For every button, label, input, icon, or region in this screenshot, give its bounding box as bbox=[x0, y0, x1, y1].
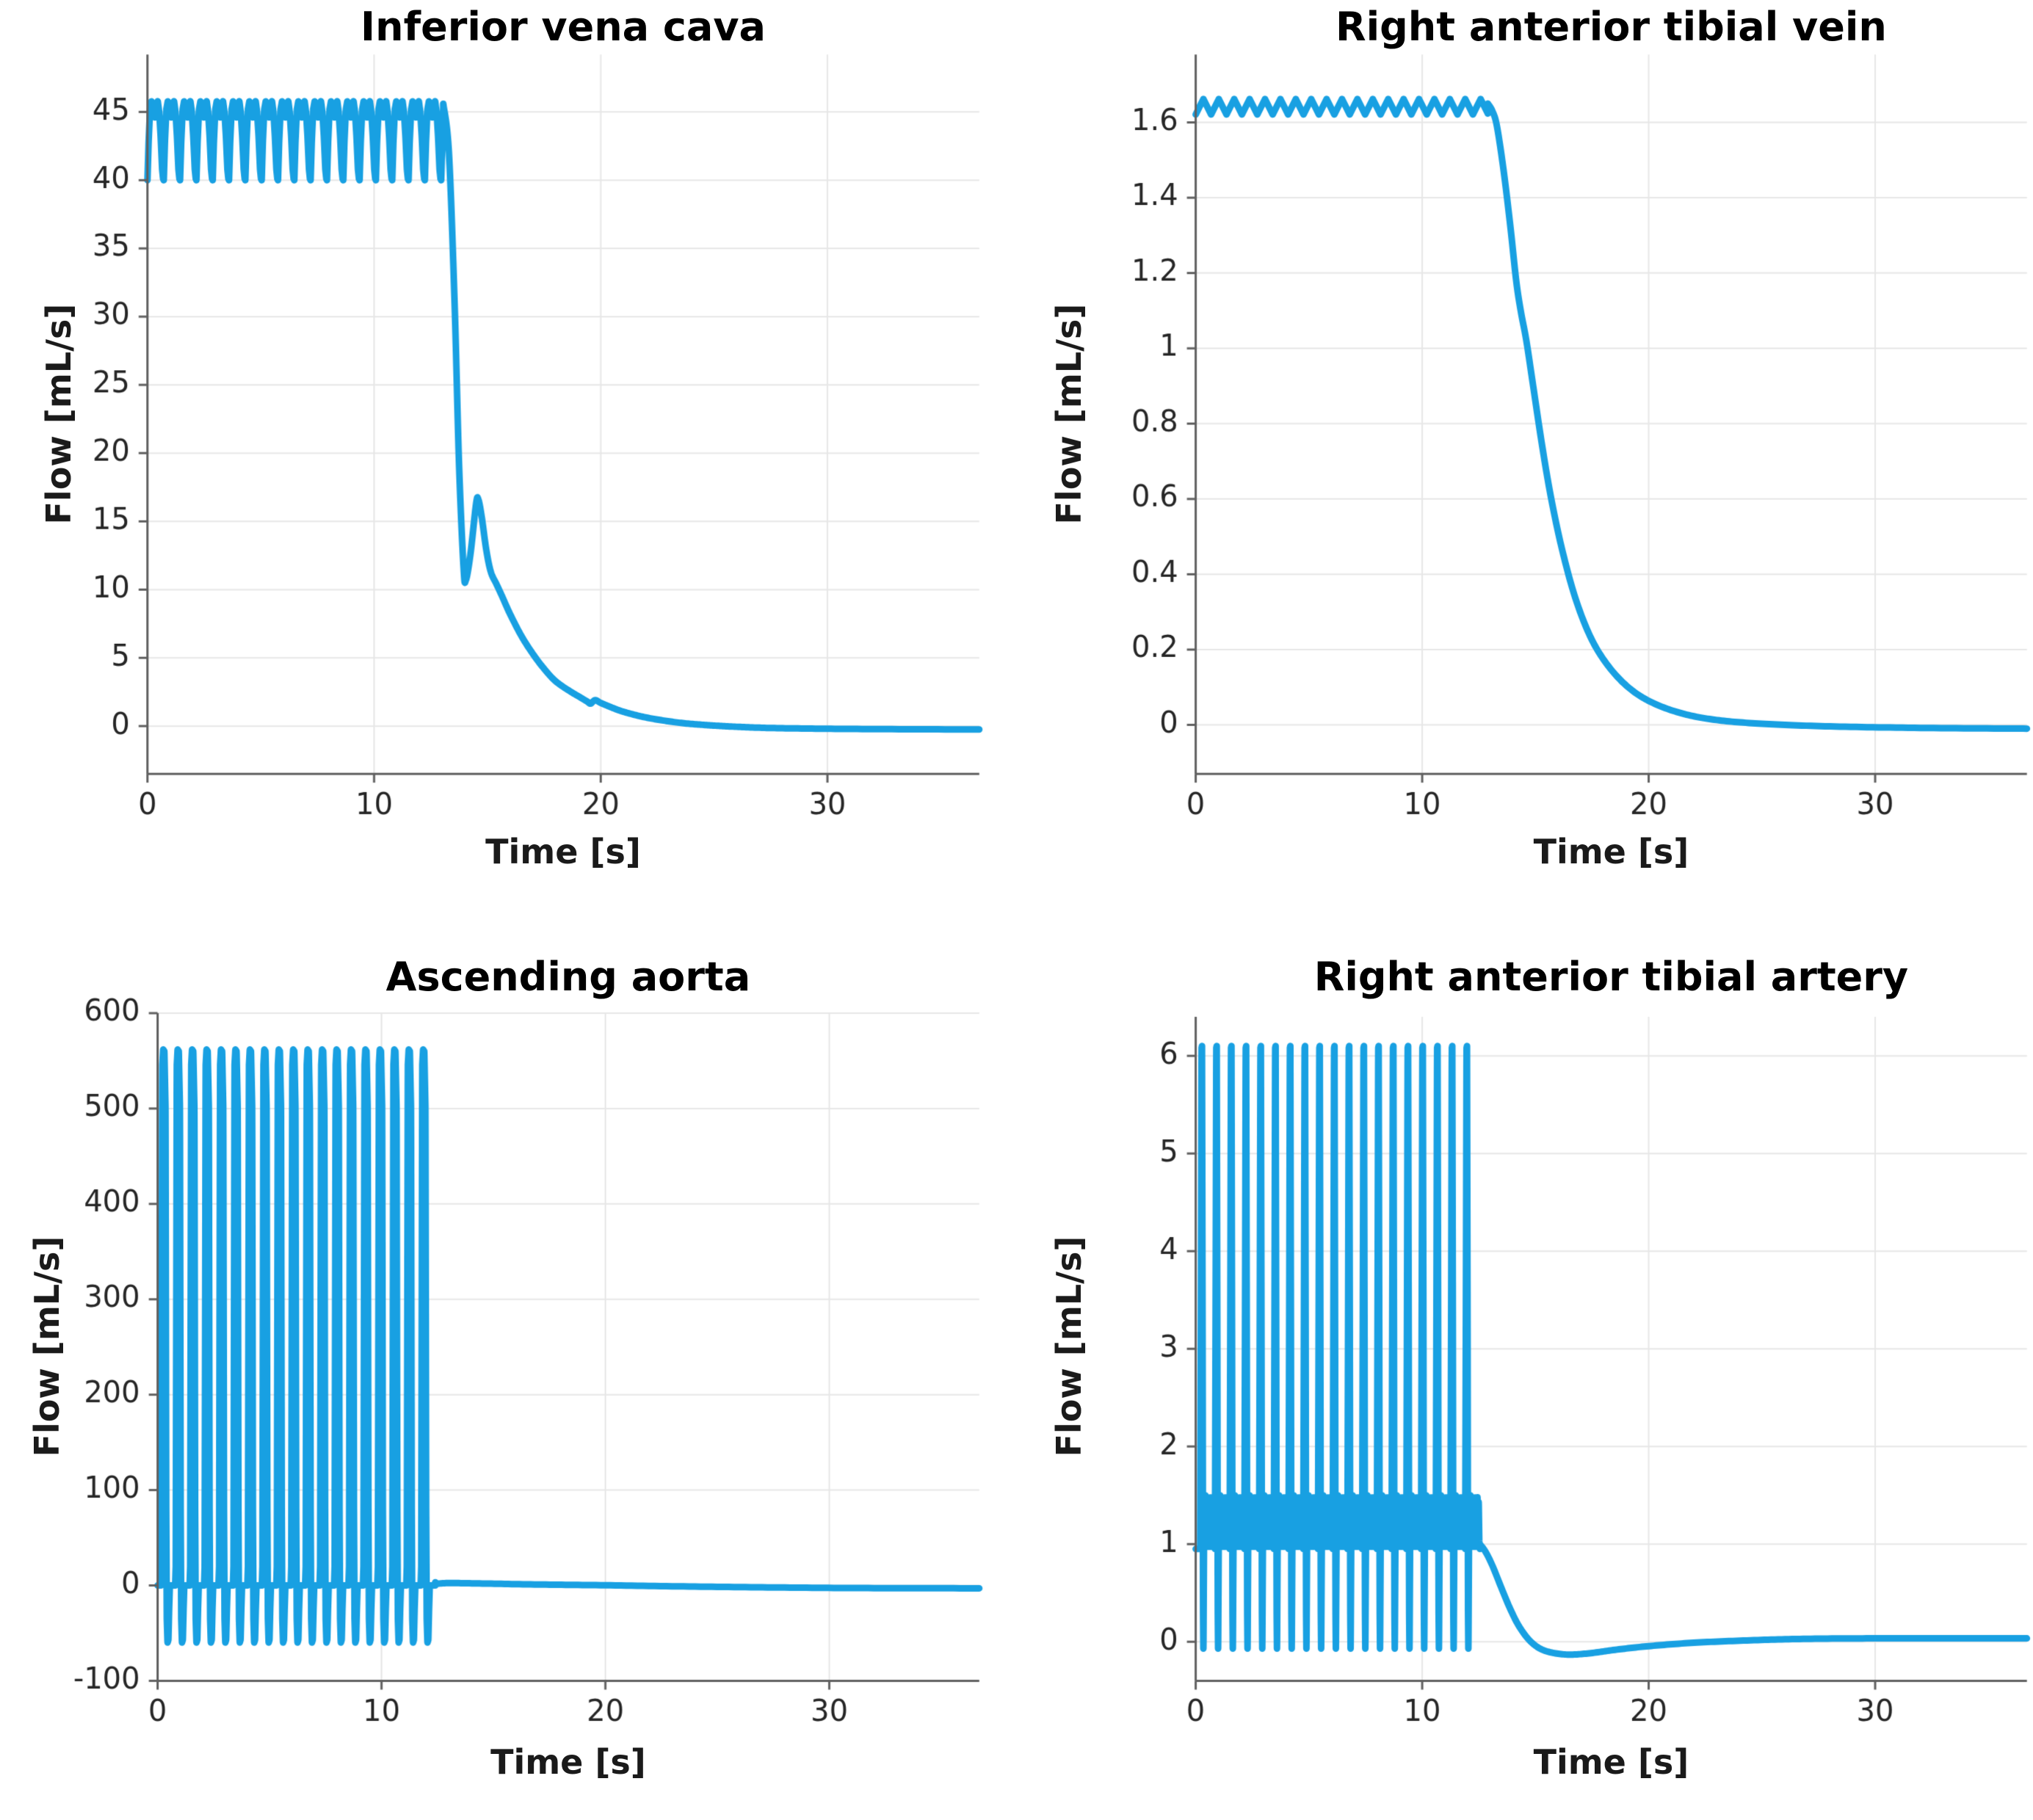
right-anterior-tibial-vein-plot-canvas bbox=[1016, 0, 2033, 910]
x-axis-label: Time [s] bbox=[485, 832, 641, 872]
subplot-inferior-vena-cava: Inferior vena cava Flow [mL/s] Time [s] bbox=[0, 0, 1017, 910]
chart-title: Right anterior tibial vein bbox=[1336, 3, 1887, 50]
x-axis-label: Time [s] bbox=[1533, 1741, 1689, 1782]
x-axis-label: Time [s] bbox=[1533, 832, 1689, 872]
ascending-aorta-plot-canvas bbox=[0, 910, 1017, 1820]
y-axis-label: Flow [mL/s] bbox=[39, 303, 79, 525]
y-axis-label: Flow [mL/s] bbox=[1049, 303, 1090, 525]
chart-title: Ascending aorta bbox=[385, 953, 751, 1000]
subplot-ascending-aorta: Ascending aorta Flow [mL/s] Time [s] bbox=[0, 910, 1017, 1820]
subplot-right-anterior-tibial-vein: Right anterior tibial vein Flow [mL/s] T… bbox=[1016, 0, 2033, 910]
subplot-right-anterior-tibial-artery: Right anterior tibial artery Flow [mL/s]… bbox=[1016, 910, 2033, 1820]
inferior-vena-cava-plot-canvas bbox=[0, 0, 1017, 910]
chart-title: Right anterior tibial artery bbox=[1313, 953, 1909, 1000]
y-axis-label: Flow [mL/s] bbox=[1049, 1236, 1090, 1457]
y-axis-label: Flow [mL/s] bbox=[26, 1236, 67, 1457]
right-anterior-tibial-artery-plot-canvas bbox=[1016, 910, 2033, 1820]
x-axis-label: Time [s] bbox=[490, 1741, 646, 1782]
chart-title: Inferior vena cava bbox=[360, 3, 766, 50]
